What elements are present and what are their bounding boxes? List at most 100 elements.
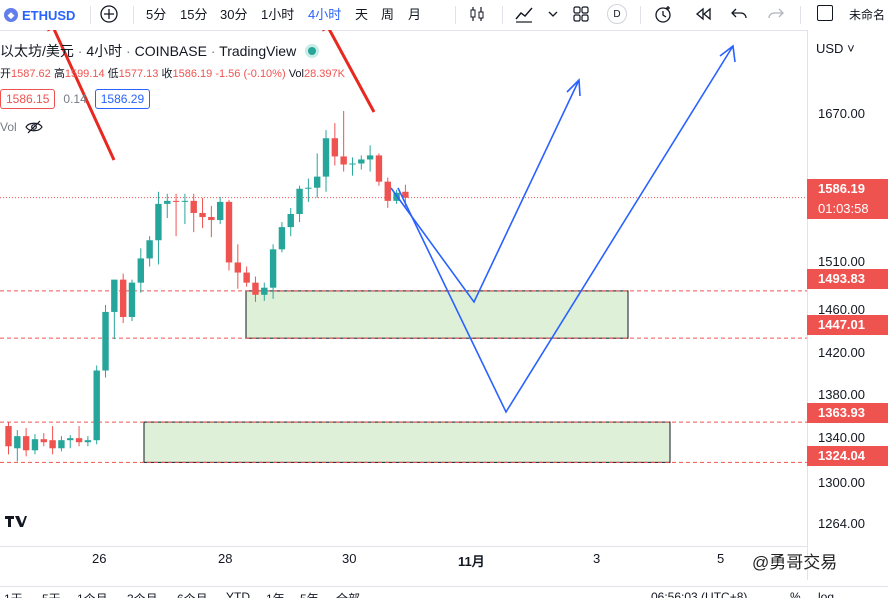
layout-checkbox[interactable] xyxy=(817,5,833,21)
price-tick: 1340.00 xyxy=(818,430,865,445)
candle-body xyxy=(75,438,83,443)
timeframe-30m[interactable]: 30分 xyxy=(220,7,248,22)
candle-body xyxy=(31,439,39,451)
range-5y[interactable]: 5年 xyxy=(300,590,319,598)
level-label: 1493.83 xyxy=(807,269,888,289)
zone-rectangle xyxy=(245,290,629,339)
timeframe-15m[interactable]: 15分 xyxy=(180,7,208,22)
candle-body xyxy=(322,138,330,177)
range-5d[interactable]: 5天 xyxy=(42,590,61,598)
undo-icon[interactable] xyxy=(728,3,750,25)
range-1d[interactable]: 1天 xyxy=(4,590,23,598)
timeframe-1M[interactable]: 月 xyxy=(408,7,422,22)
candle-body xyxy=(155,203,162,241)
tradingview-logo[interactable] xyxy=(4,514,28,532)
range-1y[interactable]: 1年 xyxy=(266,590,285,598)
buy-price-button[interactable]: 1586.29 xyxy=(94,89,151,109)
candle-body xyxy=(384,181,391,201)
range-all[interactable]: 全部 xyxy=(336,590,360,598)
candle-body xyxy=(234,262,242,273)
compare-add-icon[interactable] xyxy=(98,3,120,25)
layouts-grid-icon[interactable] xyxy=(570,3,592,25)
annotation-arrow-timeframe-head xyxy=(322,30,326,32)
change-value: -1.56 (-0.10%) xyxy=(215,68,286,80)
price-tick: 1420.00 xyxy=(818,345,865,360)
time-tick: 30 xyxy=(342,551,357,566)
candle-body xyxy=(252,282,259,295)
source-label: TradingView xyxy=(219,43,297,59)
timeframe-1h[interactable]: 1小时 xyxy=(261,7,295,22)
replay-icon[interactable] xyxy=(692,3,714,25)
alert-clock-icon[interactable] xyxy=(652,3,674,25)
candle-body xyxy=(375,155,383,182)
indicators-icon[interactable] xyxy=(513,3,535,25)
candles-chart-type-icon[interactable] xyxy=(466,3,488,25)
log-toggle[interactable]: log xyxy=(818,590,835,598)
sell-price-button[interactable]: 1586.15 xyxy=(0,89,56,109)
symbol-label: ETHUSD xyxy=(22,7,76,23)
candle-body xyxy=(5,426,12,447)
timeframe-4h[interactable]: 4小时 xyxy=(308,7,342,22)
clock-timezone[interactable]: 06:56:03 (UTC+8) xyxy=(651,590,748,598)
projection-path-2 xyxy=(397,45,734,414)
volume-indicator-row: Vol xyxy=(0,120,43,134)
candle-body xyxy=(278,227,286,250)
currency-label: USD xyxy=(816,41,844,56)
candle-body xyxy=(366,155,374,160)
timeframe-1w[interactable]: 周 xyxy=(381,7,395,22)
price-tick: 1460.00 xyxy=(818,302,865,317)
symbol-name[interactable]: 以太坊/美元 xyxy=(0,43,74,59)
ethereum-icon: ◆ xyxy=(4,8,18,22)
currency-selector[interactable]: USD ˅ xyxy=(816,41,855,56)
symbol-search-button[interactable]: ◆ ETHUSD xyxy=(4,5,75,25)
close-label: 收 xyxy=(161,68,173,80)
time-tick: 28 xyxy=(218,551,233,566)
range-1m[interactable]: 1个月 xyxy=(77,590,108,598)
spread-value: 0.14 xyxy=(63,92,87,106)
candle-body xyxy=(208,217,215,221)
candle-body xyxy=(358,159,365,164)
percent-toggle[interactable]: % xyxy=(790,590,801,598)
range-ytd[interactable]: YTD xyxy=(226,590,250,598)
candle-body xyxy=(314,176,321,188)
range-3m[interactable]: 3个月 xyxy=(127,590,158,598)
level-label: 1447.01 xyxy=(807,315,888,335)
time-tick: 3 xyxy=(593,551,601,566)
chevron-down-icon[interactable] xyxy=(542,3,564,25)
bottom-bar: 1天 5天 1个月 3个月 6个月 YTD 1年 5年 全部 06:56:03 … xyxy=(0,586,888,598)
price-chart[interactable] xyxy=(0,30,807,546)
time-tick: 26 xyxy=(92,551,107,566)
price-tick: 1300.00 xyxy=(818,475,865,490)
eye-hidden-icon[interactable] xyxy=(24,120,43,134)
price-tick: 1670.00 xyxy=(818,106,865,121)
projection-path-1 xyxy=(390,79,580,304)
time-axis[interactable] xyxy=(0,546,807,577)
candle-body xyxy=(340,156,347,165)
d-badge[interactable]: D xyxy=(607,4,627,24)
price-tick: 1510.00 xyxy=(818,254,865,269)
annotation-arrow-timeframe xyxy=(327,30,376,113)
redo-icon[interactable] xyxy=(765,3,787,25)
candle-body xyxy=(146,240,153,259)
candle-body xyxy=(402,191,409,198)
candle-body xyxy=(261,287,268,295)
candle-body xyxy=(84,440,92,443)
close-value: 1586.19 xyxy=(172,68,213,80)
layout-name[interactable]: 未命名 xyxy=(849,8,886,22)
price-axis[interactable] xyxy=(807,30,888,580)
current-price-value: 1586.19 xyxy=(818,181,865,196)
timeframe-1d[interactable]: 天 xyxy=(355,7,369,22)
high-label: 高 xyxy=(53,68,65,80)
level-label: 1324.04 xyxy=(807,446,888,466)
range-6m[interactable]: 6个月 xyxy=(177,590,208,598)
open-label: 开 xyxy=(0,68,11,80)
toolbar-divider xyxy=(90,6,91,24)
candle-body xyxy=(119,279,127,317)
vol-label: Vol xyxy=(288,68,304,80)
candle-body xyxy=(49,440,56,449)
high-value: 1599.14 xyxy=(64,68,105,80)
candle-body xyxy=(225,201,233,263)
level-label: 1363.93 xyxy=(807,403,888,423)
timeframe-5m[interactable]: 5分 xyxy=(146,7,167,22)
interval-label: 4小时 xyxy=(86,43,123,59)
